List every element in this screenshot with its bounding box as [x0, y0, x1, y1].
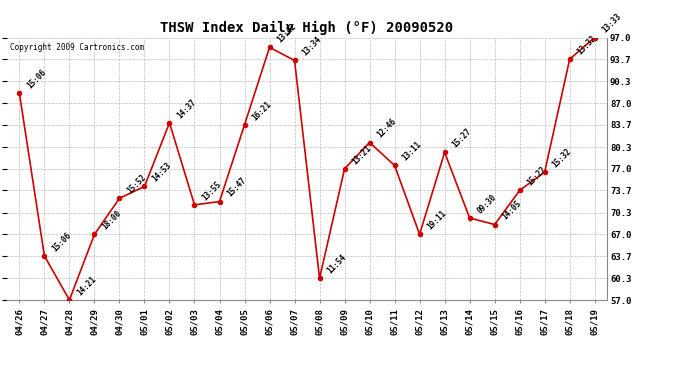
Text: 09:30: 09:30 [475, 192, 498, 215]
Text: 13:33: 13:33 [600, 12, 623, 35]
Text: 11:54: 11:54 [325, 253, 348, 276]
Text: 15:22: 15:22 [525, 165, 548, 188]
Text: 15:27: 15:27 [450, 127, 473, 150]
Text: 14:37: 14:37 [175, 98, 198, 120]
Text: 14:21: 14:21 [75, 274, 98, 297]
Text: 13:34: 13:34 [300, 35, 323, 58]
Title: THSW Index Daily High (°F) 20090520: THSW Index Daily High (°F) 20090520 [161, 21, 453, 35]
Text: 18:00: 18:00 [100, 209, 123, 232]
Text: 13:55: 13:55 [200, 179, 223, 202]
Text: Copyright 2009 Cartronics.com: Copyright 2009 Cartronics.com [10, 43, 144, 52]
Text: 13:21: 13:21 [350, 143, 373, 166]
Text: 13:11: 13:11 [400, 140, 423, 163]
Text: 15:32: 15:32 [550, 147, 573, 169]
Text: 14:53: 14:53 [150, 161, 172, 184]
Text: 13:32: 13:32 [575, 34, 598, 56]
Text: 12:46: 12:46 [375, 117, 398, 140]
Text: 14:05: 14:05 [500, 199, 523, 222]
Text: 13:42: 13:42 [275, 22, 298, 45]
Text: 16:21: 16:21 [250, 99, 273, 122]
Text: 15:47: 15:47 [225, 176, 248, 199]
Text: 15:06: 15:06 [25, 68, 48, 90]
Text: 19:11: 19:11 [425, 209, 448, 232]
Text: 15:06: 15:06 [50, 231, 72, 253]
Text: 15:52: 15:52 [125, 173, 148, 195]
